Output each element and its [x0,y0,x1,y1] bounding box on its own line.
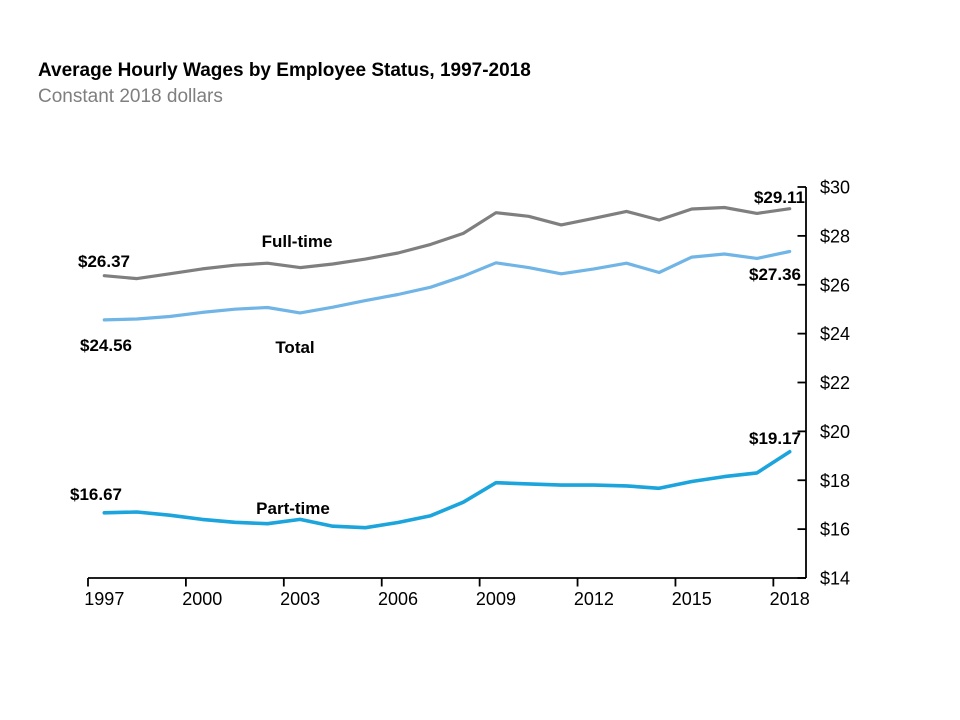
series-name-label-total: Total [275,338,314,357]
y-axis-tick-label: $30 [820,178,850,198]
y-axis-tick-label: $26 [820,275,850,295]
x-axis-tick-label: 2018 [770,589,810,609]
x-axis-tick-label: 2012 [574,589,614,609]
series-line-total [102,249,792,322]
chart-title: Average Hourly Wages by Employee Status,… [38,60,531,81]
y-axis-tick-label: $16 [820,520,850,540]
series-end-value-total: $27.36 [749,265,801,284]
chart-subtitle: Constant 2018 dollars [38,86,223,107]
series-end-value-full-time: $29.11 [754,188,805,207]
series-name-label-full-time: Full-time [262,232,333,251]
y-axis-tick-label: $28 [820,226,850,246]
y-axis-tick-label: $24 [820,324,850,344]
series-start-value-part-time: $16.67 [70,485,122,504]
x-axis-tick-label: 2006 [378,589,418,609]
y-axis-tick-label: $14 [820,569,850,589]
series-start-value-full-time: $26.37 [78,252,130,271]
x-axis-tick-label: 2000 [182,589,222,609]
y-axis-tick-label: $18 [820,471,850,491]
y-axis-tick-label: $20 [820,422,850,442]
x-axis-tick-label: 2009 [476,589,516,609]
y-axis-tick-label: $22 [820,373,850,393]
series-line-full-time [102,205,792,281]
x-axis-tick-label: 2003 [280,589,320,609]
series-line-part-time [102,449,792,530]
series-end-value-part-time: $19.17 [749,429,801,448]
x-axis-tick-label: 2015 [672,589,712,609]
x-axis-tick-label: 1997 [84,589,124,609]
series-name-label-part-time: Part-time [256,499,330,518]
series-start-value-total: $24.56 [80,336,132,355]
